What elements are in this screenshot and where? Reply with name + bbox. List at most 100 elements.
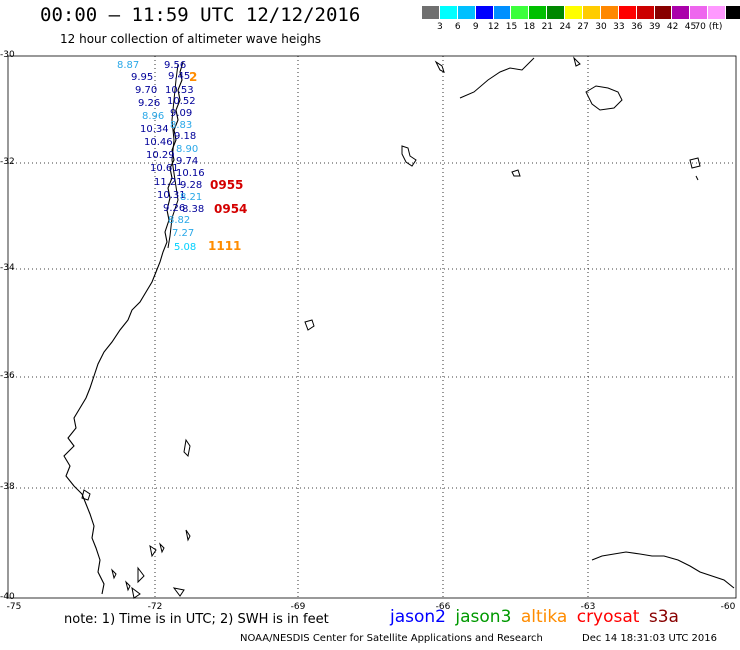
- colorbar-swatch: [690, 6, 709, 19]
- colorbar-swatch: [654, 6, 673, 19]
- australia-southeast-coast: [591, 551, 735, 589]
- swh-value-label: 9.18: [174, 131, 196, 142]
- colorbar-swatch: [511, 6, 530, 19]
- swh-value-label: 9.95: [131, 72, 153, 83]
- colorbar-label: 45: [684, 22, 697, 32]
- satellite-track: [167, 63, 179, 249]
- colorbar-label: 36: [631, 22, 643, 32]
- legend-jason3: jason3: [455, 607, 512, 627]
- swh-value-label: 5.08: [174, 242, 196, 253]
- swh-value-label: 9.45: [168, 71, 190, 82]
- pass-time-label: 2: [189, 70, 197, 84]
- pass-time-label: 1111: [208, 239, 241, 253]
- lat-label: -40: [0, 592, 15, 602]
- lat-label: -36: [0, 371, 15, 381]
- swh-value-label: 11.21: [154, 177, 183, 188]
- small-island-east: [511, 169, 521, 177]
- graticule: [8, 56, 736, 598]
- map-frame: [7, 55, 737, 599]
- lat-label: -34: [0, 263, 15, 273]
- swh-value-label: 9.26: [163, 203, 185, 214]
- colorbar-swatch: [618, 6, 637, 19]
- lon-label: -66: [435, 602, 451, 612]
- colorbar-swatch: [493, 6, 512, 19]
- coastal-islands: [81, 438, 191, 599]
- lon-label: -69: [290, 602, 306, 612]
- swh-value-label: 10.16: [176, 168, 205, 179]
- colorbar-label: 24: [559, 22, 571, 32]
- lon-label: -75: [6, 602, 22, 612]
- colorbar-swatch: [672, 6, 691, 19]
- colorbar-label: 9: [472, 22, 479, 32]
- legend-altika: altika: [520, 607, 568, 627]
- legend-jason2: jason2: [390, 607, 446, 627]
- colorbar-swatch: [708, 6, 727, 19]
- swh-value-label: 10.52: [167, 96, 196, 107]
- satellite-legend: jason2 jason3 altika cryosat s3a: [390, 607, 683, 627]
- colorbar-swatch: [475, 6, 494, 19]
- pass-time-label: 0955: [210, 178, 243, 192]
- lon-label: -63: [580, 602, 596, 612]
- lon-label: -60: [720, 602, 736, 612]
- swh-value-label: 9.70: [135, 85, 157, 96]
- swh-value-label: 10.46: [144, 137, 173, 148]
- swh-value-label: 8.21: [180, 192, 202, 203]
- swh-value-label: 7.27: [172, 228, 194, 239]
- colorbar-label: 3: [437, 22, 443, 32]
- pass-time-label: 0954: [214, 202, 247, 216]
- lat-label: -38: [0, 482, 15, 492]
- colorbar-swatch: [547, 6, 566, 19]
- colorbar-label: 33: [613, 22, 625, 32]
- colorbar-label: 27: [577, 22, 589, 32]
- swh-value-label: 10.61: [150, 163, 179, 174]
- colorbar-label: 6: [454, 22, 461, 32]
- kangaroo-island: [585, 85, 623, 111]
- colorbar-swatch: [529, 6, 548, 19]
- swh-value-label: 8.90: [176, 144, 198, 155]
- swh-value-label: 8.83: [170, 120, 192, 131]
- tasmania-outline-top: [689, 157, 701, 181]
- pass-time-labels: 2 0955 0954 1111: [189, 70, 247, 253]
- generated-date: Dec 14 18:31:03 UTC 2016: [582, 633, 717, 644]
- legend-cryosat: cryosat: [576, 607, 640, 627]
- colorbar-label: 30: [595, 22, 607, 32]
- colorbar-swatch: [600, 6, 619, 19]
- colorbar-swatch: [439, 6, 458, 19]
- swh-value-label: 9.74: [176, 156, 198, 167]
- swh-value-label: 9.26: [138, 98, 160, 109]
- colorbar-swatch: [636, 6, 655, 19]
- colorbar-labels: 3 6 9 12 15 18 21 24 27 30 33 36 39 42 45 70 (ft): [422, 22, 740, 34]
- lat-label: -30: [0, 50, 15, 60]
- lon-label: -72: [147, 602, 163, 612]
- colorbar-swatch: [583, 6, 601, 19]
- swh-value-label: 8.82: [168, 215, 190, 226]
- swh-value-label: 10.31: [157, 190, 186, 201]
- australia-coastline-north: [434, 57, 535, 99]
- map-title: 00:00 – 11:59 UTC 12/12/2016: [40, 4, 361, 26]
- colorbar-swatch: [457, 6, 476, 19]
- colorbar-label: 21: [541, 22, 554, 32]
- colorbar-swatch: [726, 6, 740, 19]
- map-subtitle: 12 hour collection of altimeter wave hei…: [60, 32, 322, 46]
- colorbar-label: 18: [523, 22, 536, 32]
- colorbar-swatch: [565, 6, 584, 19]
- island-32-lat: [401, 145, 417, 167]
- colorbar-label: 15: [505, 22, 518, 32]
- swh-value-label: 10.34: [140, 124, 169, 135]
- swh-value-label: 8.87: [117, 60, 139, 71]
- swh-value-label: 8.96: [142, 111, 164, 122]
- swh-value-label: 9.28: [180, 180, 202, 191]
- legend-s3a: s3a: [648, 607, 679, 627]
- swh-value-label: 10.29: [146, 150, 175, 161]
- colorbar-label: 70 (ft): [694, 22, 723, 32]
- lat-label: -32: [0, 157, 15, 167]
- colorbar-label: 39: [648, 22, 661, 32]
- wave-height-colorbar: [422, 6, 740, 19]
- island-near-gulf: [573, 56, 581, 67]
- colorbar-label: 12: [487, 22, 500, 32]
- colorbar-swatch: [422, 6, 440, 19]
- swh-value-label: 9.56: [164, 60, 186, 71]
- footer-note: note: 1) Time is in UTC; 2) SWH is in fe…: [64, 612, 329, 627]
- swh-observations: 8.87 9.56 9.95 9.45 9.70 10.53 9.26 10.528.96 9.…: [117, 60, 205, 253]
